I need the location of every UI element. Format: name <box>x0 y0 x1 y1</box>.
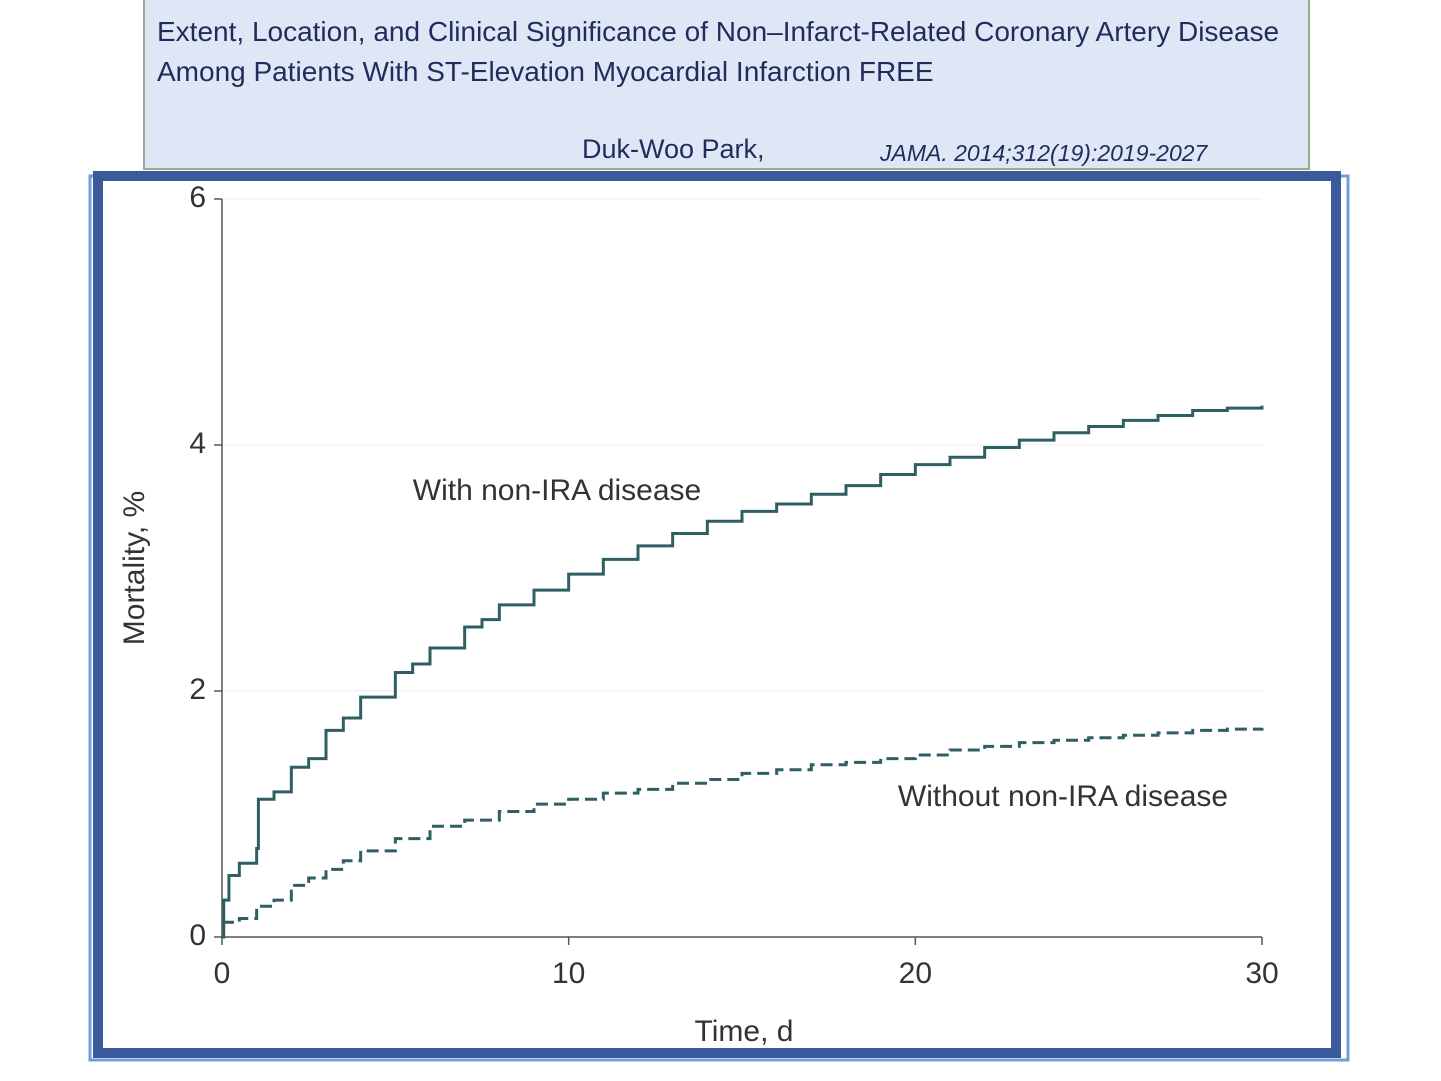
km-curve <box>222 405 1264 939</box>
title: Extent, Location, and Clinical Significa… <box>157 16 1280 87</box>
y-tick-label: 4 <box>189 427 206 460</box>
frame <box>93 171 1341 1058</box>
x-tick-label: 30 <box>1245 957 1278 990</box>
annotation: With non-IRA disease <box>413 474 701 507</box>
header-box: Extent, Location, and Clinical Significa… <box>143 0 1310 170</box>
x-axis-label: Time, d <box>695 1015 794 1048</box>
y-axis-label: Mortality, % <box>118 491 151 645</box>
y-tick-label: 2 <box>189 673 206 706</box>
x-tick-label: 0 <box>214 957 231 990</box>
y-tick-label: 6 <box>189 181 206 214</box>
author: Duk-Woo Park, <box>582 134 765 164</box>
annotation: Without non-IRA disease <box>898 780 1228 813</box>
y-tick-label: 0 <box>189 919 206 952</box>
x-tick-label: 10 <box>552 957 585 990</box>
km-curve <box>222 727 1264 924</box>
journal: JAMA. 2014;312(19):2019-2027 <box>880 140 1208 166</box>
x-tick-label: 20 <box>899 957 932 990</box>
